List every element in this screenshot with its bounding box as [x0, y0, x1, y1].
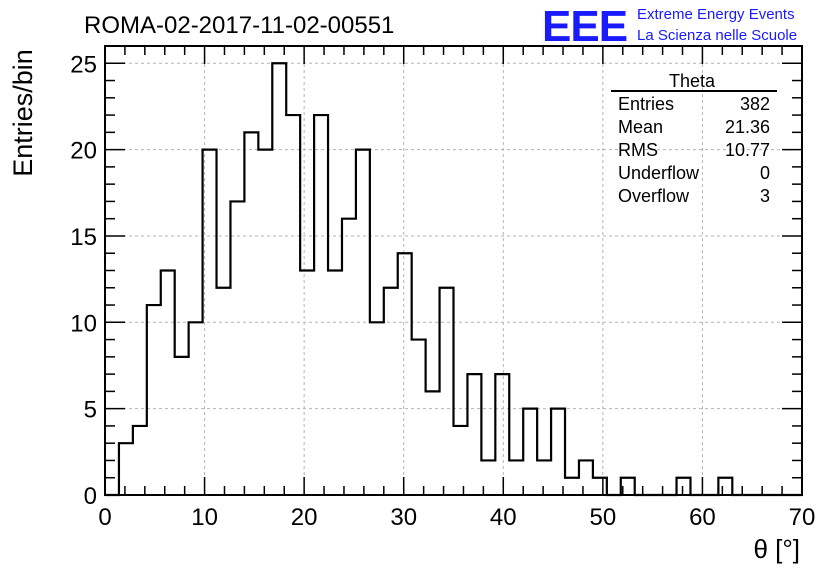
histogram-bin: [147, 305, 161, 495]
histogram-bin: [523, 409, 537, 495]
stats-row-value: 0: [760, 163, 770, 183]
stats-row-value: 3: [760, 186, 770, 206]
histogram-bin: [565, 478, 579, 495]
histogram-bin: [426, 391, 440, 495]
histogram-bin: [119, 443, 133, 495]
x-tick-labels: 0 10 20 30 40 50 60 70: [98, 504, 815, 531]
stats-row-label: Entries: [618, 94, 674, 114]
logo-line-1: Extreme Energy Events: [637, 6, 795, 23]
x-axis-label: θ [°]: [753, 534, 800, 564]
histogram-bin: [467, 374, 481, 495]
histogram-bin: [495, 374, 509, 495]
histogram-bin: [161, 271, 175, 496]
stats-box: Theta Entries 382 Mean 21.36 RMS 10.77 Underfl…: [611, 71, 777, 206]
y-tick-label: 20: [70, 138, 97, 165]
histogram-bin: [412, 340, 426, 495]
plot-frame: [104, 45, 803, 496]
axis-ticks: [104, 45, 803, 496]
y-tick-label: 10: [70, 310, 97, 337]
y-tick-label: 0: [84, 483, 97, 510]
histogram-bin: [509, 460, 523, 495]
stats-row-label: Mean: [618, 117, 663, 137]
y-axis-label: Entries/bin: [8, 49, 38, 177]
x-tick-label: 20: [291, 504, 318, 531]
histogram-bin: [314, 115, 328, 495]
histogram-bin: [551, 409, 565, 495]
x-tick-label: 70: [789, 504, 816, 531]
histogram-bin: [217, 288, 231, 495]
x-tick-label: 10: [191, 504, 218, 531]
y-tick-label: 5: [84, 397, 97, 424]
stats-row-label: Underflow: [618, 163, 700, 183]
histogram-bin: [175, 357, 189, 495]
stats-title: Theta: [669, 71, 716, 91]
histogram-bin: [384, 288, 398, 495]
x-tick-label: 50: [590, 504, 617, 531]
histogram-bin: [286, 115, 300, 495]
histogram-bars: [105, 62, 802, 497]
logo-line-2: La Scienza nelle Scuole: [637, 27, 797, 44]
histogram-bin: [440, 288, 454, 495]
histogram-bin: [300, 271, 314, 496]
histogram-bin: [579, 460, 593, 495]
y-tick-label: 25: [70, 51, 97, 78]
histogram-bin: [398, 253, 412, 495]
histogram-bin: [537, 460, 551, 495]
histogram-bin: [677, 478, 691, 495]
x-tick-label: 40: [490, 504, 517, 531]
histogram-bin: [258, 150, 272, 495]
stats-row-value: 21.36: [725, 117, 770, 137]
histogram-bin: [230, 201, 244, 495]
y-tick-label: 15: [70, 224, 97, 251]
stats-rows: Entries 382 Mean 21.36 RMS 10.77 Underflow 0 Ove…: [618, 94, 770, 206]
histogram-bin: [133, 426, 147, 495]
eee-logo: EEE Extreme Energy Events La Scienza nel…: [542, 2, 797, 51]
stats-row-value: 382: [740, 94, 770, 114]
histogram-bin: [244, 132, 258, 495]
histogram-bin: [718, 478, 732, 495]
histogram-bin: [342, 219, 356, 495]
stats-row-label: Overflow: [618, 186, 690, 206]
logo-mark: EEE: [542, 2, 627, 51]
x-tick-label: 0: [98, 504, 111, 531]
stats-row-value: 10.77: [725, 140, 770, 160]
grid-lines: [105, 46, 802, 495]
histogram-bin: [328, 271, 342, 496]
y-tick-labels: 0 5 10 15 20 25: [70, 51, 97, 510]
stats-row-label: RMS: [618, 140, 658, 160]
histogram-bin: [593, 478, 607, 495]
chart-title: ROMA-02-2017-11-02-00551: [84, 12, 394, 39]
histogram-bin: [454, 426, 468, 495]
x-tick-label: 60: [689, 504, 716, 531]
histogram-bin: [272, 63, 286, 495]
x-tick-label: 30: [390, 504, 417, 531]
histogram-outline: [105, 62, 802, 497]
